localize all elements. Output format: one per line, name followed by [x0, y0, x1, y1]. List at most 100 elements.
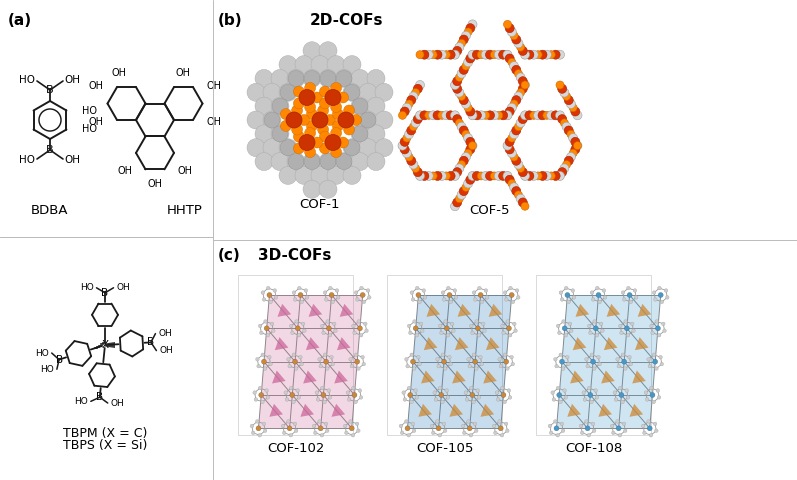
Text: OH: OH	[117, 166, 132, 176]
Polygon shape	[573, 337, 587, 350]
Circle shape	[332, 108, 344, 120]
Circle shape	[441, 400, 445, 404]
Circle shape	[336, 154, 352, 169]
Circle shape	[473, 171, 481, 180]
Polygon shape	[438, 395, 473, 428]
Circle shape	[269, 362, 273, 366]
Circle shape	[626, 286, 630, 290]
Circle shape	[504, 111, 512, 120]
Circle shape	[611, 431, 615, 434]
Circle shape	[587, 324, 591, 328]
Circle shape	[514, 92, 523, 101]
Circle shape	[585, 358, 588, 361]
Circle shape	[469, 386, 473, 390]
Circle shape	[464, 149, 472, 157]
Circle shape	[344, 84, 360, 100]
Circle shape	[480, 362, 484, 366]
Circle shape	[477, 286, 481, 290]
Text: TBPS (X = Si): TBPS (X = Si)	[63, 440, 147, 453]
Circle shape	[518, 84, 528, 93]
Text: OH: OH	[112, 68, 127, 78]
Circle shape	[320, 86, 331, 97]
Circle shape	[304, 83, 316, 94]
Circle shape	[602, 288, 606, 292]
Circle shape	[324, 359, 328, 364]
Circle shape	[415, 81, 425, 89]
Circle shape	[477, 396, 481, 399]
Circle shape	[297, 396, 300, 399]
Circle shape	[375, 84, 393, 101]
Circle shape	[520, 111, 529, 120]
Circle shape	[504, 51, 512, 59]
Circle shape	[402, 134, 411, 142]
Circle shape	[324, 298, 328, 301]
Circle shape	[304, 128, 316, 139]
Circle shape	[504, 172, 512, 180]
Circle shape	[280, 140, 296, 156]
Circle shape	[616, 358, 619, 361]
Circle shape	[505, 137, 514, 146]
Circle shape	[529, 50, 538, 59]
Circle shape	[420, 50, 429, 59]
Circle shape	[658, 292, 663, 298]
Circle shape	[567, 362, 571, 366]
Circle shape	[258, 386, 262, 390]
Polygon shape	[426, 304, 440, 317]
Circle shape	[521, 81, 529, 89]
Circle shape	[280, 84, 296, 100]
Circle shape	[479, 355, 482, 359]
Circle shape	[508, 334, 512, 337]
Circle shape	[264, 320, 267, 323]
Circle shape	[653, 359, 658, 364]
Polygon shape	[272, 371, 285, 384]
Circle shape	[509, 292, 514, 298]
Circle shape	[299, 134, 315, 151]
Circle shape	[626, 334, 630, 337]
Circle shape	[485, 111, 494, 120]
Circle shape	[402, 391, 406, 395]
Circle shape	[564, 286, 568, 290]
Circle shape	[325, 89, 341, 106]
Circle shape	[508, 58, 516, 66]
Circle shape	[258, 433, 261, 437]
Circle shape	[407, 324, 411, 328]
Circle shape	[498, 358, 501, 361]
Circle shape	[480, 300, 484, 304]
Circle shape	[580, 431, 584, 434]
Circle shape	[295, 167, 313, 184]
Text: B: B	[56, 355, 63, 365]
Circle shape	[262, 422, 265, 426]
Circle shape	[516, 296, 520, 299]
Circle shape	[459, 126, 469, 135]
Circle shape	[455, 43, 464, 52]
Circle shape	[323, 400, 327, 404]
Circle shape	[335, 153, 353, 170]
Circle shape	[271, 125, 289, 143]
Circle shape	[288, 71, 304, 86]
Circle shape	[255, 70, 273, 87]
Circle shape	[567, 130, 575, 138]
Circle shape	[274, 296, 278, 299]
Circle shape	[433, 171, 442, 180]
Polygon shape	[337, 337, 351, 350]
Polygon shape	[478, 295, 512, 328]
Circle shape	[336, 71, 352, 86]
Circle shape	[354, 400, 358, 404]
Circle shape	[551, 171, 560, 180]
Circle shape	[284, 391, 288, 395]
Circle shape	[461, 424, 465, 428]
Circle shape	[453, 77, 461, 86]
Circle shape	[467, 358, 470, 361]
Circle shape	[359, 396, 363, 399]
Circle shape	[287, 426, 292, 431]
Circle shape	[311, 56, 329, 73]
Circle shape	[516, 43, 524, 51]
Circle shape	[292, 291, 296, 294]
Circle shape	[563, 389, 567, 392]
Text: B: B	[96, 392, 104, 402]
Circle shape	[556, 111, 564, 120]
Text: OH: OH	[64, 75, 80, 85]
Circle shape	[588, 393, 593, 397]
Circle shape	[292, 359, 297, 364]
Circle shape	[360, 112, 376, 128]
